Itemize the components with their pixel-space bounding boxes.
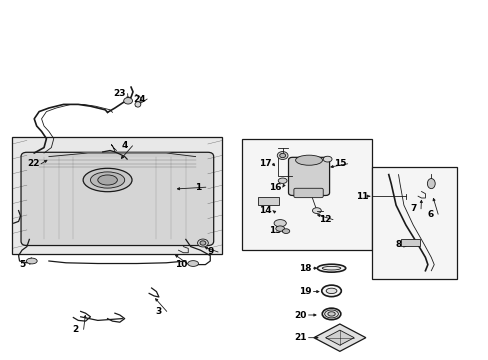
FancyBboxPatch shape — [288, 157, 329, 195]
Ellipse shape — [282, 229, 289, 234]
Ellipse shape — [273, 220, 286, 227]
Text: 24: 24 — [133, 94, 145, 104]
Text: 9: 9 — [206, 248, 213, 256]
Text: 19: 19 — [299, 287, 311, 296]
Text: 18: 18 — [299, 264, 311, 273]
Ellipse shape — [324, 310, 338, 318]
Ellipse shape — [275, 226, 284, 231]
Ellipse shape — [427, 179, 434, 189]
Ellipse shape — [312, 208, 321, 213]
Text: 16: 16 — [268, 183, 281, 192]
FancyBboxPatch shape — [21, 152, 213, 246]
Text: 7: 7 — [409, 204, 416, 213]
Ellipse shape — [135, 102, 141, 107]
Bar — [371, 167, 456, 279]
Ellipse shape — [26, 258, 37, 264]
Text: 10: 10 — [174, 260, 187, 269]
Text: 1: 1 — [195, 183, 201, 192]
Text: 22: 22 — [27, 159, 40, 168]
Text: 2: 2 — [73, 325, 79, 334]
Text: 21: 21 — [294, 333, 306, 342]
Text: 6: 6 — [427, 210, 432, 219]
Text: 4: 4 — [121, 141, 128, 150]
Ellipse shape — [98, 175, 117, 185]
Text: 15: 15 — [333, 159, 346, 168]
Text: 5: 5 — [19, 260, 25, 269]
Ellipse shape — [317, 264, 345, 272]
Bar — [400, 239, 419, 246]
Ellipse shape — [278, 178, 286, 183]
Polygon shape — [49, 153, 195, 157]
Ellipse shape — [321, 285, 341, 297]
Ellipse shape — [200, 241, 205, 245]
Ellipse shape — [322, 308, 340, 320]
Text: 11: 11 — [355, 192, 367, 201]
Ellipse shape — [327, 312, 335, 316]
Ellipse shape — [187, 261, 198, 266]
Ellipse shape — [123, 98, 132, 104]
Ellipse shape — [83, 168, 132, 192]
Ellipse shape — [277, 152, 287, 159]
Ellipse shape — [90, 172, 124, 188]
Polygon shape — [313, 324, 365, 351]
Text: 3: 3 — [156, 307, 162, 316]
FancyBboxPatch shape — [293, 188, 323, 198]
Ellipse shape — [325, 288, 336, 294]
Ellipse shape — [197, 239, 208, 247]
Polygon shape — [12, 137, 222, 254]
Text: 8: 8 — [395, 240, 401, 249]
Polygon shape — [325, 330, 353, 345]
Bar — [258, 197, 278, 205]
Text: 17: 17 — [258, 159, 271, 168]
Bar — [242, 139, 371, 250]
Text: 23: 23 — [113, 89, 126, 98]
Text: 12: 12 — [318, 215, 331, 224]
Ellipse shape — [322, 266, 340, 270]
Text: 14: 14 — [258, 206, 271, 215]
Ellipse shape — [295, 155, 322, 165]
Text: 13: 13 — [268, 226, 281, 235]
Ellipse shape — [323, 156, 331, 162]
Text: 20: 20 — [294, 310, 306, 320]
Ellipse shape — [279, 153, 285, 158]
